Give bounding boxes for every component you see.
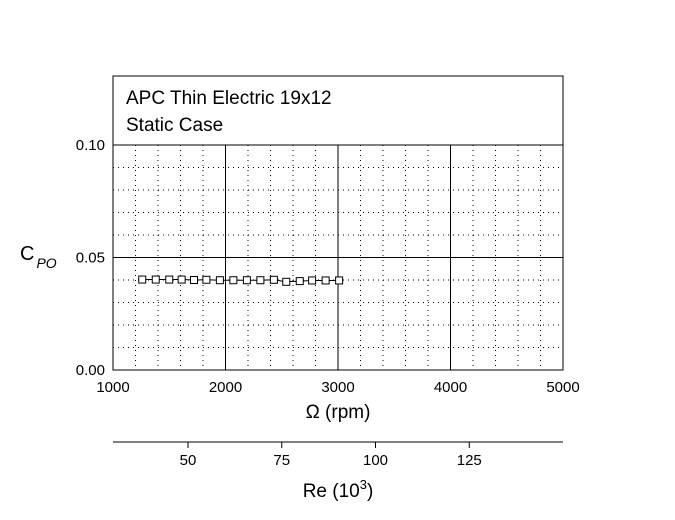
data-point bbox=[215, 276, 224, 285]
data-point bbox=[335, 276, 344, 285]
secondary-axis-tick-label: 75 bbox=[273, 452, 290, 469]
legend-box bbox=[112, 75, 564, 146]
secondary-axis-label-main: Re (10 bbox=[303, 481, 360, 502]
legend-line-1: APC Thin Electric 19x12 bbox=[126, 88, 332, 109]
y-axis-label-main: C bbox=[20, 243, 34, 265]
series-line bbox=[142, 279, 340, 283]
plot-border bbox=[112, 144, 564, 371]
data-point bbox=[138, 275, 147, 284]
data-markers bbox=[138, 275, 344, 286]
data-point bbox=[242, 276, 251, 285]
secondary-axis-ticks: 50 75 100 125 bbox=[180, 442, 482, 469]
data-point bbox=[256, 276, 265, 285]
x-axis-label: Ω (rpm) bbox=[306, 402, 371, 423]
secondary-axis-label-sup: 3 bbox=[360, 477, 367, 492]
data-point bbox=[177, 275, 186, 284]
x-tick-label: 5000 bbox=[546, 379, 579, 396]
x-axis: 1000 2000 3000 4000 5000 bbox=[96, 379, 579, 396]
data-point bbox=[190, 276, 198, 284]
secondary-axis-tick-label: 50 bbox=[180, 452, 197, 469]
y-axis-label-sub: PO bbox=[36, 255, 56, 271]
data-point bbox=[202, 275, 211, 284]
secondary-axis-label: Re (103) bbox=[303, 477, 374, 502]
x-tick-label: 4000 bbox=[434, 379, 467, 396]
data-point bbox=[151, 275, 160, 284]
x-tick-label: 1000 bbox=[96, 379, 129, 396]
y-tick-label: 0.00 bbox=[76, 362, 105, 379]
y-axis-label: C PO bbox=[20, 243, 57, 271]
secondary-axis: 50 75 100 125 Re (103) bbox=[113, 441, 563, 502]
y-tick-label: 0.05 bbox=[76, 250, 105, 267]
data-point bbox=[269, 275, 278, 284]
y-tick-label: 0.10 bbox=[76, 137, 105, 154]
secondary-axis-label-close: ) bbox=[367, 481, 373, 502]
data-point bbox=[308, 276, 317, 285]
secondary-axis-tick-label: 100 bbox=[363, 452, 388, 469]
data-point bbox=[165, 275, 174, 284]
x-tick-label: 2000 bbox=[209, 379, 242, 396]
data-point bbox=[282, 277, 291, 286]
x-tick-label: 3000 bbox=[321, 379, 354, 396]
data-point bbox=[321, 276, 330, 285]
legend-line-2: Static Case bbox=[126, 115, 223, 136]
secondary-axis-tick-label: 125 bbox=[457, 452, 482, 469]
plot-area bbox=[112, 144, 564, 371]
legend: APC Thin Electric 19x12 Static Case bbox=[112, 75, 564, 146]
data-point bbox=[295, 277, 304, 286]
y-axis: 0.00 0.05 0.10 bbox=[76, 137, 105, 379]
data-point bbox=[229, 276, 238, 285]
